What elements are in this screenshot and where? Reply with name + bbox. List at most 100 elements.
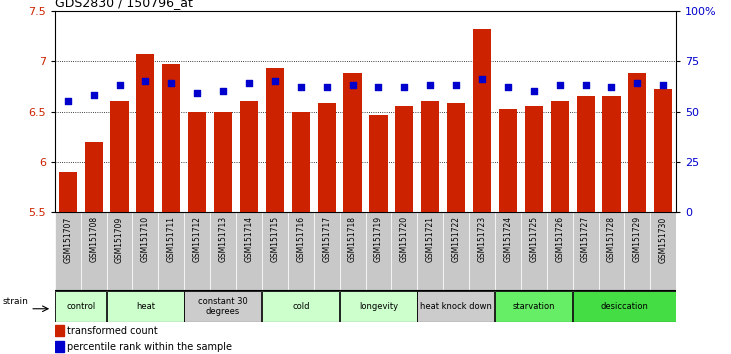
Bar [391, 212, 417, 290]
Bar [547, 212, 572, 290]
Text: GSM151714: GSM151714 [244, 216, 254, 262]
Bar [85, 142, 103, 212]
Point [580, 82, 591, 88]
Bar [577, 96, 594, 212]
Text: cold: cold [292, 302, 309, 311]
Point [398, 85, 410, 90]
Bar [521, 212, 547, 290]
Bar [107, 291, 183, 321]
Bar [317, 103, 336, 212]
Text: percentile rank within the sample: percentile rank within the sample [67, 342, 232, 352]
Point [528, 88, 539, 94]
Text: GSM151724: GSM151724 [504, 216, 512, 262]
Bar [107, 212, 132, 290]
Bar [654, 89, 673, 212]
Bar [292, 112, 310, 212]
Bar [214, 112, 232, 212]
Bar [236, 212, 262, 290]
Point [476, 76, 488, 82]
Text: GSM151715: GSM151715 [270, 216, 279, 262]
Text: GSM151712: GSM151712 [193, 216, 202, 262]
Point [295, 85, 306, 90]
Bar [266, 68, 284, 212]
Point [269, 79, 281, 84]
Bar [240, 101, 258, 212]
Bar [572, 291, 675, 321]
Text: GDS2830 / 150796_at: GDS2830 / 150796_at [55, 0, 193, 10]
Bar [262, 291, 339, 321]
Bar [469, 212, 495, 290]
Bar [443, 212, 469, 290]
Text: GSM151720: GSM151720 [400, 216, 409, 262]
Point [192, 91, 203, 96]
Bar [369, 115, 387, 212]
Text: GSM151722: GSM151722 [452, 216, 461, 262]
Text: GSM151711: GSM151711 [167, 216, 176, 262]
Bar [624, 212, 651, 290]
Point [165, 80, 177, 86]
Bar [447, 103, 465, 212]
Text: GSM151727: GSM151727 [581, 216, 590, 262]
Point [373, 85, 385, 90]
Text: longevity: longevity [359, 302, 398, 311]
Text: GSM151726: GSM151726 [555, 216, 564, 262]
Point [217, 88, 229, 94]
Bar [602, 96, 621, 212]
Bar [366, 212, 391, 290]
Text: strain: strain [3, 297, 29, 306]
Point [321, 85, 333, 90]
Bar [132, 212, 159, 290]
Text: GSM151723: GSM151723 [477, 216, 487, 262]
Bar [184, 212, 211, 290]
Point [425, 82, 436, 88]
Point [140, 79, 151, 84]
Text: GSM151710: GSM151710 [141, 216, 150, 262]
Bar [599, 212, 624, 290]
Bar [344, 73, 362, 212]
Bar [137, 54, 154, 212]
Point [605, 85, 617, 90]
Bar [417, 212, 443, 290]
Text: GSM151728: GSM151728 [607, 216, 616, 262]
Bar [417, 291, 494, 321]
Text: GSM151721: GSM151721 [425, 216, 435, 262]
Text: control: control [66, 302, 95, 311]
Text: GSM151716: GSM151716 [296, 216, 306, 262]
Text: GSM151709: GSM151709 [115, 216, 124, 263]
Bar [55, 341, 64, 353]
Bar [340, 291, 417, 321]
Bar [159, 212, 184, 290]
Text: GSM151730: GSM151730 [659, 216, 667, 263]
Point [657, 82, 669, 88]
Bar [395, 107, 414, 212]
Bar [162, 64, 181, 212]
Point [554, 82, 566, 88]
Text: GSM151707: GSM151707 [64, 216, 72, 263]
Text: GSM151708: GSM151708 [89, 216, 98, 262]
Point [62, 98, 74, 104]
Text: desiccation: desiccation [600, 302, 648, 311]
Text: GSM151719: GSM151719 [374, 216, 383, 262]
Bar [58, 172, 77, 212]
Bar [55, 291, 106, 321]
Text: GSM151717: GSM151717 [322, 216, 331, 262]
Point [114, 82, 126, 88]
Bar [525, 107, 543, 212]
Bar [288, 212, 314, 290]
Bar [495, 212, 520, 290]
Point [450, 82, 462, 88]
Bar [80, 212, 107, 290]
Point [502, 85, 514, 90]
Bar [188, 112, 206, 212]
Point [632, 80, 643, 86]
Bar [421, 101, 439, 212]
Text: GSM151729: GSM151729 [633, 216, 642, 262]
Bar [211, 212, 236, 290]
Bar [651, 212, 676, 290]
Bar [495, 291, 572, 321]
Bar [628, 73, 646, 212]
Bar [110, 101, 129, 212]
Text: heat: heat [136, 302, 155, 311]
Text: constant 30
degrees: constant 30 degrees [198, 297, 248, 316]
Text: GSM151718: GSM151718 [348, 216, 357, 262]
